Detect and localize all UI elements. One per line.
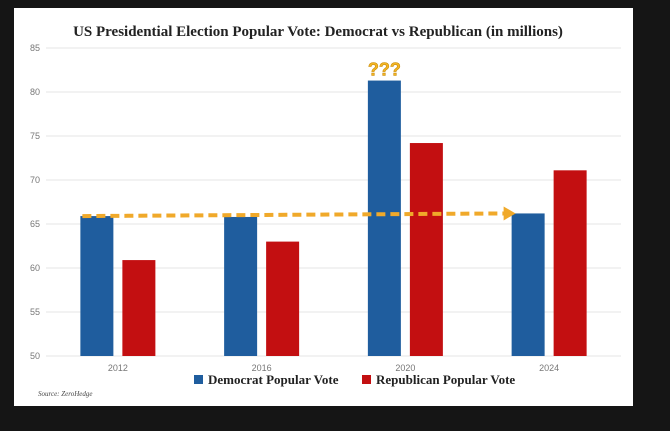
- y-tick-label: 60: [30, 263, 40, 273]
- legend-swatch: [362, 375, 371, 384]
- republican-bar-2012: [122, 260, 156, 356]
- y-tick-label: 65: [30, 219, 40, 229]
- trend-arrow-line: [82, 211, 506, 219]
- democrat-bar-2024: [511, 213, 545, 356]
- republican-bar-2016: [266, 241, 300, 356]
- y-tick-label: 55: [30, 307, 40, 317]
- democrat-bar-2020: [367, 80, 401, 356]
- question-marks-annotation: ???: [368, 60, 401, 80]
- source-note: Source: ZeroHedge: [38, 390, 93, 398]
- chart: US Presidential Election Popular Vote: D…: [30, 24, 621, 398]
- y-tick-label: 70: [30, 175, 40, 185]
- y-tick-label: 75: [30, 131, 40, 141]
- legend-label: Republican Popular Vote: [376, 372, 515, 387]
- democrat-bar-2016: [224, 216, 258, 356]
- x-tick-label: 2020: [395, 363, 415, 373]
- legend-swatch: [194, 375, 203, 384]
- chart-frame: US Presidential Election Popular Vote: D…: [14, 8, 633, 406]
- x-tick-label: 2016: [252, 363, 272, 373]
- republican-bar-2024: [553, 170, 587, 356]
- y-tick-label: 50: [30, 351, 40, 361]
- legend-label: Democrat Popular Vote: [208, 372, 339, 387]
- trend-arrow-head: [503, 206, 516, 221]
- y-tick-label: 80: [30, 87, 40, 97]
- republican-bar-2020: [409, 143, 443, 356]
- x-tick-label: 2024: [539, 363, 559, 373]
- democrat-bar-2012: [80, 216, 114, 356]
- chart-title: US Presidential Election Popular Vote: D…: [73, 24, 563, 40]
- x-tick-label: 2012: [108, 363, 128, 373]
- y-tick-label: 85: [30, 43, 40, 53]
